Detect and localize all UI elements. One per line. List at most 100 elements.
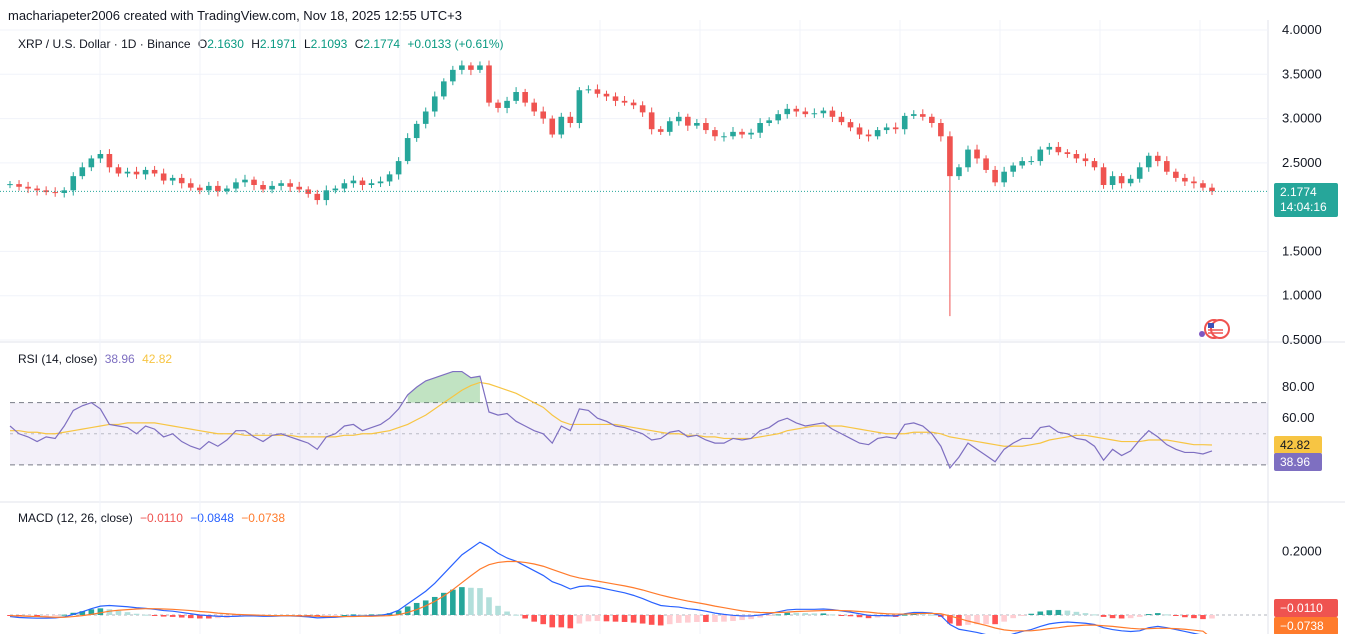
candle-body: [269, 185, 275, 190]
macd-histogram-bar: [1037, 611, 1044, 615]
macd-histogram-bar: [1136, 615, 1143, 617]
macd-histogram-bar: [160, 615, 167, 617]
macd-histogram-bar: [504, 611, 510, 615]
macd-histogram-bar: [630, 615, 637, 623]
candle-body: [79, 167, 86, 177]
candle-body: [1154, 155, 1161, 162]
candle-body: [657, 129, 664, 132]
macd-signal-value: −0.0738: [241, 511, 285, 525]
high-key: H: [251, 37, 260, 51]
candle-body: [874, 130, 881, 137]
macd-histogram-bar: [1091, 614, 1098, 616]
candle-body: [983, 158, 989, 170]
macd-histogram-bar: [612, 615, 619, 622]
macd-histogram-bar: [1200, 615, 1206, 620]
macd-histogram-bar: [468, 587, 474, 615]
macd-histogram-bar: [1173, 615, 1179, 616]
macd-histogram-bar: [1046, 610, 1053, 615]
candle-body: [802, 111, 809, 115]
candle-body: [1118, 176, 1125, 184]
candle-body: [323, 190, 330, 201]
candle-body: [603, 93, 610, 97]
candle-body: [639, 105, 646, 113]
candle-body: [251, 179, 257, 185]
candle-body: [124, 171, 131, 174]
macd-histogram-bar: [7, 615, 13, 616]
macd-histogram-bar: [450, 589, 456, 615]
macd-histogram-bar: [901, 614, 908, 616]
macd-histogram-bar: [1082, 613, 1089, 615]
macd-histogram-bar: [178, 615, 185, 618]
macd-histogram-bar: [847, 615, 854, 617]
macd-label: MACD (12, 26, close): [18, 511, 133, 525]
candle-body: [703, 123, 709, 131]
candle-body: [477, 65, 483, 70]
macd-histogram-bar: [124, 612, 131, 615]
candle-body: [648, 112, 655, 130]
macd-hist-tag: −0.0110: [1274, 599, 1338, 617]
macd-histogram-bar: [206, 615, 212, 619]
candle-body: [784, 108, 791, 115]
macd-histogram-bar: [196, 615, 203, 619]
candle-body: [224, 188, 230, 192]
macd-histogram-bar: [603, 615, 610, 622]
macd-histogram-bar: [359, 614, 366, 616]
candle-body: [567, 116, 574, 123]
macd-histogram-bar: [712, 615, 718, 622]
macd-histogram-bar: [540, 615, 547, 625]
candle-body: [712, 130, 718, 137]
candle-body: [305, 189, 312, 194]
candle-body: [350, 180, 357, 184]
candle-body: [7, 184, 13, 186]
macd-histogram-bar: [802, 613, 809, 615]
macd-tick-label: 0.2000: [1282, 544, 1322, 559]
macd-value: −0.0848: [190, 511, 234, 525]
candle-body: [1037, 149, 1044, 162]
candle-body: [775, 114, 781, 121]
candle-body: [395, 161, 402, 175]
macd-histogram-bar: [919, 614, 926, 616]
candle-body: [278, 183, 284, 186]
macd-histogram-bar: [820, 613, 827, 615]
candle-body: [61, 190, 68, 193]
candle-body: [675, 116, 682, 122]
candle-body: [160, 173, 167, 181]
macd-histogram-bar: [34, 615, 40, 617]
candle-body: [630, 102, 637, 106]
candle-body: [52, 192, 58, 194]
candle-body: [386, 174, 393, 182]
macd-histogram-bar: [929, 614, 935, 616]
rsi-band: [10, 402, 1268, 465]
candle-body: [486, 65, 492, 103]
rsi-tick-label: 80.00: [1282, 379, 1315, 394]
candle-body: [1010, 165, 1016, 172]
candle-body: [1164, 161, 1170, 172]
flag-badge-icon[interactable]: [1196, 318, 1236, 340]
candle-body: [178, 177, 185, 184]
candle-body: [1100, 167, 1107, 185]
candle-body: [341, 183, 348, 189]
candle-body: [233, 182, 239, 189]
last-price-tag: 2.1774 14:04:16: [1274, 183, 1338, 217]
candle-body: [910, 114, 917, 116]
candle-body: [1082, 158, 1089, 162]
candle-body: [1127, 178, 1134, 184]
macd-histogram-bar: [983, 615, 989, 625]
candle-body: [260, 185, 266, 190]
candle-body: [133, 171, 140, 175]
candle-body: [1145, 155, 1152, 168]
candle-body: [965, 149, 971, 168]
macd-histogram-bar: [856, 615, 863, 618]
candle-body: [522, 92, 528, 103]
macd-histogram-bar: [431, 596, 438, 615]
candle-body: [793, 108, 800, 112]
candle-body: [206, 185, 212, 191]
candle-body: [287, 183, 293, 187]
macd-histogram-bar: [594, 615, 601, 622]
candle-body: [215, 185, 221, 192]
candle-body: [929, 116, 935, 123]
macd-histogram-bar: [947, 615, 953, 624]
macd-line: [9, 541, 1200, 634]
macd-histogram-bar: [775, 614, 781, 616]
